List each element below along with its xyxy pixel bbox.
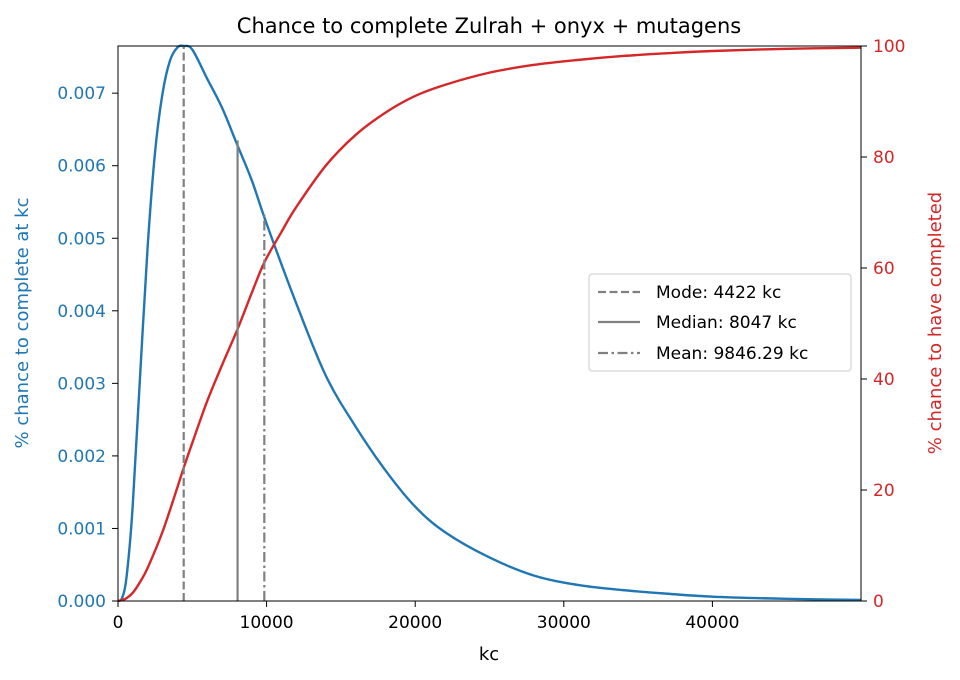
y-right-tick-label: 40	[873, 370, 895, 390]
x-tick-label: 10000	[240, 613, 294, 633]
y-left-tick-label: 0.006	[57, 157, 106, 177]
series-layer	[117, 44, 862, 603]
x-axis-title: kc	[479, 644, 499, 665]
legend-mean-label: Mean: 9846.29 kc	[656, 344, 808, 364]
y-left-tick-label: 0.007	[57, 84, 106, 104]
y-left-tick-label: 0.004	[57, 302, 106, 322]
y-axis-right: 0 20 40 60 80 100	[861, 37, 905, 612]
y-axis-left-title: % chance to complete at kc	[12, 198, 33, 449]
y-axis-right-title: % chance to have completed	[925, 192, 946, 454]
y-right-tick-label: 20	[873, 481, 895, 501]
x-axis: 0 10000 20000 30000 40000	[113, 601, 739, 633]
legend-mode-label: Mode: 4422 kc	[656, 283, 781, 303]
y-left-tick-label: 0.000	[57, 592, 106, 612]
chart-title: Chance to complete Zulrah + onyx + mutag…	[237, 14, 741, 38]
y-left-tick-label: 0.002	[57, 447, 106, 467]
y-axis-left: 0.000 0.001 0.002 0.003 0.004 0.005 0.006 0.007	[57, 84, 118, 612]
marker-lines-layer	[182, 46, 266, 601]
legend-median-label: Median: 8047 kc	[656, 313, 797, 333]
x-tick-label: 40000	[685, 613, 739, 633]
x-tick-label: 0	[113, 613, 124, 633]
y-left-tick-label: 0.001	[57, 519, 106, 539]
y-right-tick-label: 60	[873, 259, 895, 279]
y-right-tick-label: 80	[873, 148, 895, 168]
plot-area	[117, 44, 862, 603]
y-right-tick-label: 100	[873, 37, 905, 57]
x-tick-label: 20000	[388, 613, 442, 633]
y-left-tick-label: 0.003	[57, 374, 106, 394]
y-right-tick-label: 0	[873, 592, 884, 612]
plot-frame	[117, 45, 862, 602]
series-line-cumulative-completion	[117, 46, 862, 603]
x-tick-label: 30000	[537, 613, 591, 633]
legend: Mode: 4422 kc Median: 8047 kc Mean: 9846…	[588, 273, 852, 372]
legend-box	[588, 273, 852, 372]
y-left-tick-label: 0.005	[57, 229, 106, 249]
series-line-completion-rate	[117, 44, 862, 603]
